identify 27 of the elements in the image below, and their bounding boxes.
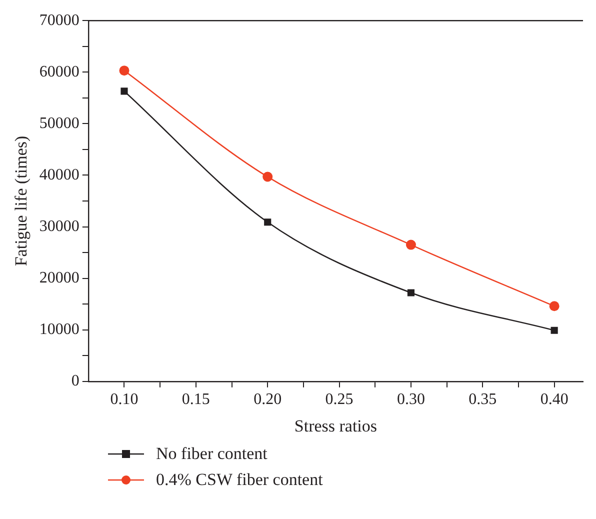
point: [549, 301, 560, 312]
point: [262, 172, 273, 182]
y-axis-title: Fatigue life (times): [12, 136, 31, 266]
legend-label: 0.4% CSW fiber content: [156, 469, 323, 491]
x-tick-label: 0.10: [110, 391, 138, 408]
y-tick-label: 50000: [39, 114, 80, 132]
x-tick-label: 0.15: [182, 391, 210, 408]
point: [550, 326, 558, 334]
x-tick-label: 0.20: [254, 391, 282, 408]
y-tick-label: 10000: [39, 321, 80, 338]
x-axis-title: Stress ratios: [294, 416, 378, 436]
x-tick-label: 0.35: [468, 391, 497, 408]
point: [264, 218, 272, 226]
y-tick-label: 30000: [39, 218, 80, 235]
y-tick-label: 0: [71, 372, 80, 390]
legend-label: No fiber content: [156, 443, 268, 465]
x-tick-label: 0.25: [325, 391, 354, 408]
point: [120, 88, 128, 95]
x-tick-label: 0.40: [540, 391, 568, 408]
y-tick-label: 60000: [39, 63, 80, 80]
y-tick-label: 20000: [39, 270, 80, 287]
point: [406, 240, 416, 250]
y-tick-label: 70000: [39, 12, 80, 29]
point: [119, 66, 130, 76]
point: [407, 289, 414, 296]
y-tick-label: 40000: [39, 166, 80, 184]
x-tick-label: 0.30: [396, 391, 425, 408]
